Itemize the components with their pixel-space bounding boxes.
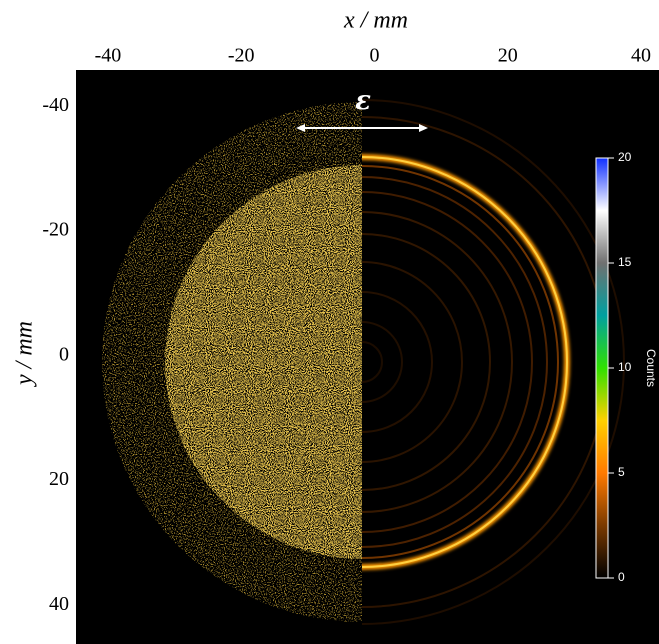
colorbar-tick-label: 15: [618, 255, 632, 269]
colorbar-tick-label: 10: [618, 360, 632, 374]
x-axis-label: x / mm: [343, 8, 408, 34]
colorbar-tick-label: 20: [618, 150, 632, 164]
y-tick-label: 20: [49, 468, 69, 490]
x-tick-label: -40: [95, 45, 122, 67]
annotation: ε: [355, 86, 371, 116]
colorbar-tick-label: 5: [618, 465, 625, 479]
y-tick-label: 0: [59, 343, 69, 365]
y-tick-label: -20: [42, 219, 69, 241]
y-axis-label: y / mm: [12, 321, 38, 387]
x-tick-label: 0: [369, 45, 379, 67]
x-tick-label: 20: [498, 45, 518, 67]
colorbar-tick-label: 0: [618, 570, 625, 584]
x-tick-label: 40: [631, 45, 651, 67]
colorbar-label: Counts: [644, 349, 658, 387]
y-tick-label: 40: [49, 593, 69, 615]
colorbar: [595, 157, 609, 579]
y-tick-label: -40: [42, 94, 69, 116]
x-tick-label: -20: [228, 45, 255, 67]
